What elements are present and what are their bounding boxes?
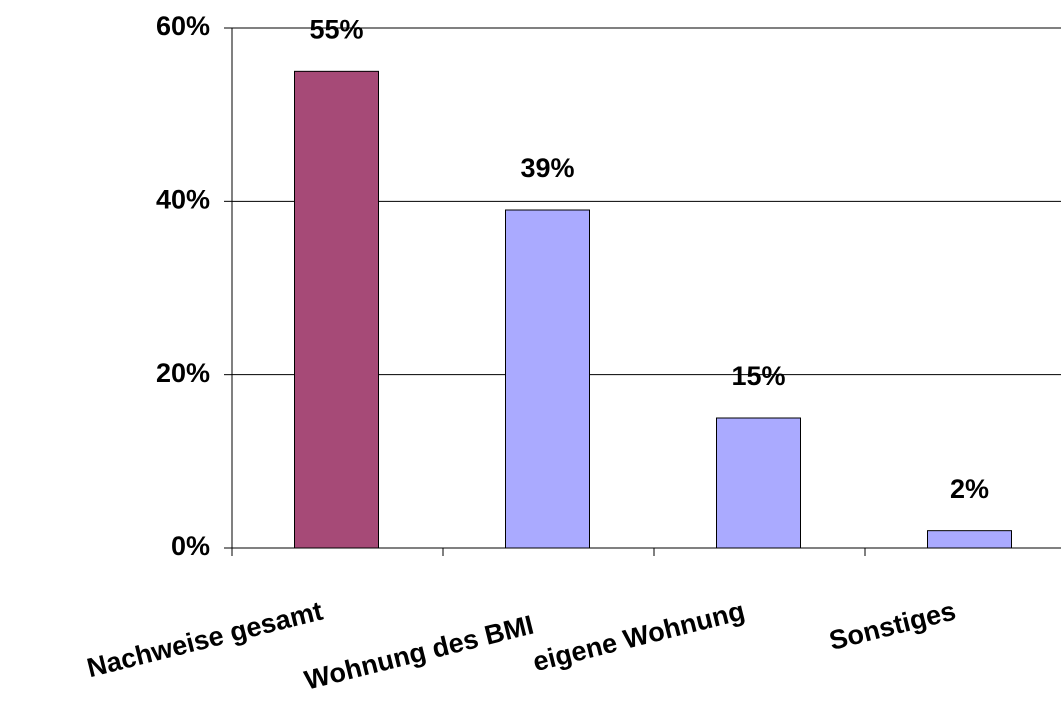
value-label: 2%	[950, 474, 989, 504]
bar	[927, 530, 1012, 549]
x-tick-label: Wohnung des BMI	[301, 610, 536, 696]
x-tick-label: Nachweise gesamt	[84, 596, 326, 684]
x-tick-label: eigene Wohnung	[530, 596, 748, 678]
x-tick-label: Sonstiges	[826, 596, 958, 656]
y-tick-label: 20%	[156, 358, 210, 388]
value-label: 55%	[309, 14, 363, 44]
bar	[505, 209, 590, 549]
bar	[294, 70, 379, 549]
value-label: 39%	[520, 153, 574, 183]
bar	[716, 417, 801, 549]
value-label: 15%	[731, 361, 785, 391]
y-tick-label: 60%	[156, 11, 210, 41]
y-tick-label: 40%	[156, 184, 210, 214]
y-tick-label: 0%	[171, 531, 210, 561]
